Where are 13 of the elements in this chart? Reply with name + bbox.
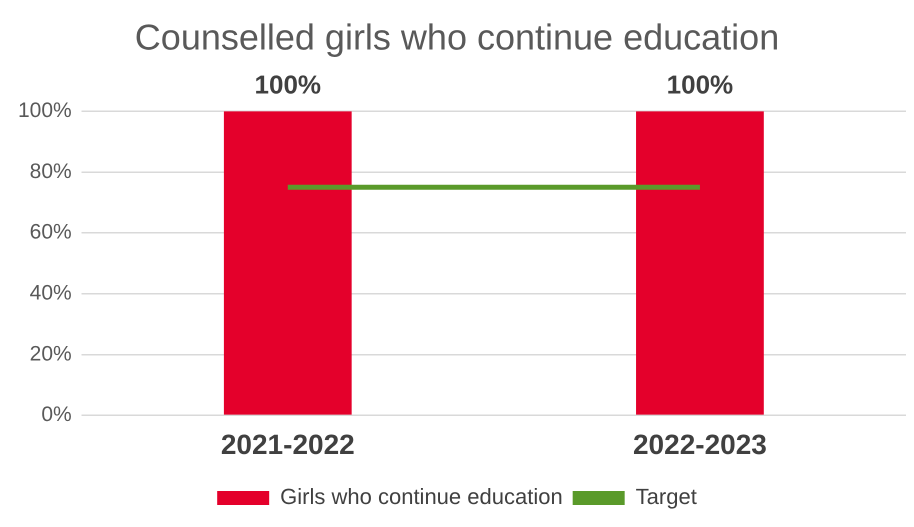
x-tick-label: 2022-2023 (632, 428, 767, 460)
legend-label: Target (636, 484, 697, 510)
x-tick-label: 2021-2022 (220, 428, 355, 460)
y-tick-label: 20% (30, 342, 72, 366)
y-tick-label: 60% (30, 220, 72, 244)
y-tick-label: 0% (41, 403, 72, 426)
legend-label: Girls who continue education (280, 484, 563, 510)
data-label: 100% (666, 69, 734, 100)
data-label: 100% (254, 69, 322, 100)
y-tick-label: 80% (30, 160, 72, 183)
y-tick-label: 40% (30, 282, 72, 305)
y-tick-label: 100% (18, 98, 72, 122)
chart-title: Counselled girls who continue education (134, 16, 780, 58)
